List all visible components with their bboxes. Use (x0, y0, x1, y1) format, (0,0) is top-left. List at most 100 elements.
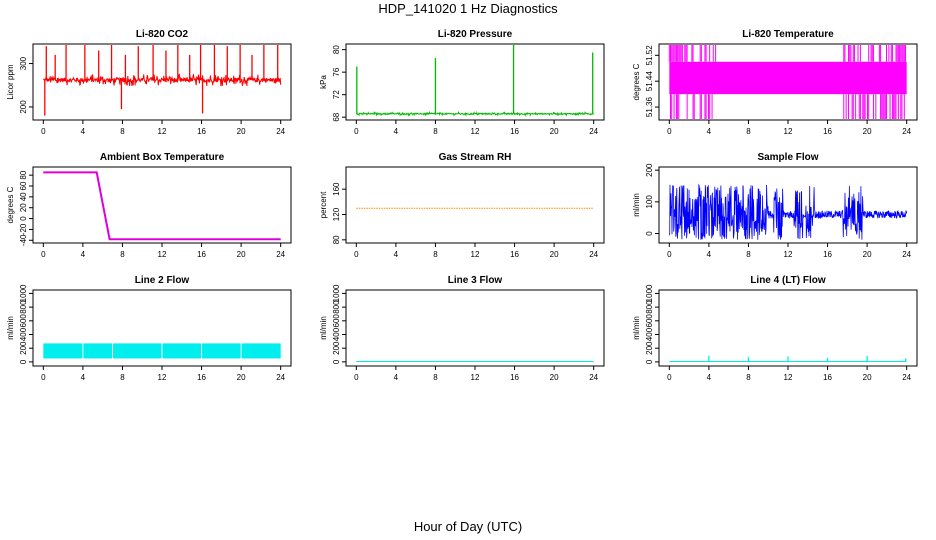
x-tick-label: 24 (276, 127, 285, 136)
y-tick-label: 600 (332, 314, 341, 328)
x-tick-label: 4 (81, 127, 86, 136)
x-tick-label: 8 (120, 373, 125, 382)
series-co2 (43, 45, 282, 116)
x-tick-label: 0 (667, 127, 672, 136)
y-tick-label: 200 (645, 341, 654, 355)
y-tick-label: 0 (332, 359, 341, 364)
x-tick-label: 8 (433, 127, 438, 136)
y-tick-label: 68 (332, 112, 341, 121)
x-tick-label: 24 (589, 250, 598, 259)
x-tick-label: 8 (433, 250, 438, 259)
x-tick-label: 0 (354, 373, 359, 382)
y-tick-label: 80 (332, 45, 341, 54)
y-axis-label: Licor ppm (6, 64, 15, 99)
y-tick-label: -20 (19, 223, 28, 235)
x-tick-label: 24 (589, 127, 598, 136)
panel-title: Li-820 Temperature (742, 29, 834, 40)
x-tick-label: 16 (823, 250, 832, 259)
x-tick-label: 0 (354, 250, 359, 259)
x-tick-label: 0 (41, 127, 46, 136)
y-tick-label: 400 (645, 327, 654, 341)
x-tick-label: 12 (158, 373, 167, 382)
x-tick-label: 0 (354, 127, 359, 136)
plot-frame (345, 289, 605, 367)
series-pressure (356, 45, 595, 118)
panel-title: Li-820 Pressure (438, 29, 513, 40)
x-tick-label: 4 (707, 250, 712, 259)
y-tick-label: 800 (19, 300, 28, 314)
y-tick-label: 800 (332, 300, 341, 314)
y-tick-label: 51.52 (645, 45, 654, 66)
y-tick-label: 0 (19, 216, 28, 221)
panel-pressure: Li-820 Pressure 0 4 8 12 16 20 24 68 72 76 80 kPa (319, 29, 605, 136)
x-tick-label: 12 (784, 250, 793, 259)
x-tick-label: 12 (471, 250, 480, 259)
band (669, 61, 907, 95)
y-tick-label: 0 (645, 231, 654, 236)
panel-title: Line 2 Flow (135, 275, 190, 286)
y-tick-label: 1000 (645, 284, 654, 302)
y-tick-label: 300 (19, 56, 28, 70)
panel-title: Line 4 (LT) Flow (750, 275, 826, 286)
plot-frame (32, 166, 292, 244)
y-tick-label: 1000 (332, 284, 341, 302)
y-tick-label: 200 (645, 163, 654, 177)
x-tick-label: 20 (863, 250, 872, 259)
y-tick-label: 600 (19, 314, 28, 328)
panel-gas-rh: Gas Stream RH 0 4 8 12 16 20 24 80 120 160 percent (319, 152, 605, 259)
x-tick-label: 4 (394, 127, 399, 136)
x-tick-label: 20 (550, 373, 559, 382)
y-axis-label: ml/min (632, 193, 641, 217)
series-line (669, 183, 908, 240)
x-tick-label: 16 (510, 127, 519, 136)
panel-box-temp: Ambient Box Temperature 0 4 8 12 16 20 24 -40-20… (6, 152, 292, 259)
panel-line4-flow: Line 4 (LT) Flow 0 4 8 12 16 20 24 0 200400600800… (632, 275, 918, 382)
panel-co2: Li-820 CO2 0 4 8 12 16 20 24 200 300 Licor ppm (6, 29, 292, 136)
y-axis-label: ml/min (632, 316, 641, 340)
y-tick-label: 0 (645, 359, 654, 364)
y-tick-label: 51.44 (645, 71, 654, 92)
y-tick-label: 76 (332, 67, 341, 76)
series-line (356, 110, 595, 118)
y-tick-label: 400 (332, 327, 341, 341)
y-tick-label: 600 (645, 314, 654, 328)
series-line4-flow (669, 355, 907, 362)
x-tick-label: 12 (471, 127, 480, 136)
x-tick-label: 8 (746, 127, 751, 136)
panel-title: Line 3 Flow (448, 275, 503, 286)
x-tick-label: 8 (120, 250, 125, 259)
x-tick-label: 16 (823, 373, 832, 382)
y-axis-label: percent (319, 191, 328, 218)
y-tick-label: 800 (645, 300, 654, 314)
x-tick-label: 0 (667, 373, 672, 382)
x-tick-label: 20 (237, 373, 246, 382)
panel-title: Ambient Box Temperature (100, 152, 225, 163)
x-tick-label: 24 (902, 373, 911, 382)
x-tick-label: 4 (394, 250, 399, 259)
x-tick-label: 24 (589, 373, 598, 382)
y-axis-label: ml/min (6, 316, 15, 340)
x-tick-label: 0 (667, 250, 672, 259)
y-tick-label: 1000 (19, 284, 28, 302)
plot-frame (345, 43, 605, 121)
x-tick-label: 4 (707, 127, 712, 136)
y-axis-label: ml/min (319, 316, 328, 340)
x-tick-label: 16 (197, 373, 206, 382)
series-sample-flow (669, 183, 908, 240)
x-axis-label: Hour of Day (UTC) (413, 519, 523, 534)
x-tick-label: 4 (707, 373, 712, 382)
series-line (43, 73, 282, 87)
y-tick-label: 120 (332, 207, 341, 221)
y-tick-label: 51.36 (645, 97, 654, 118)
x-tick-label: 24 (276, 250, 285, 259)
x-tick-label: 16 (823, 127, 832, 136)
y-tick-label: 20 (19, 203, 28, 212)
y-tick-label: 80 (332, 235, 341, 244)
y-tick-label: 0 (19, 359, 28, 364)
x-tick-label: 12 (158, 250, 167, 259)
x-tick-label: 20 (863, 127, 872, 136)
x-tick-label: 20 (550, 250, 559, 259)
panel-licor-temp: Li-820 Temperature 0 4 8 12 16 20 24 51.36 51.44 5… (632, 29, 918, 136)
x-tick-label: 24 (902, 127, 911, 136)
